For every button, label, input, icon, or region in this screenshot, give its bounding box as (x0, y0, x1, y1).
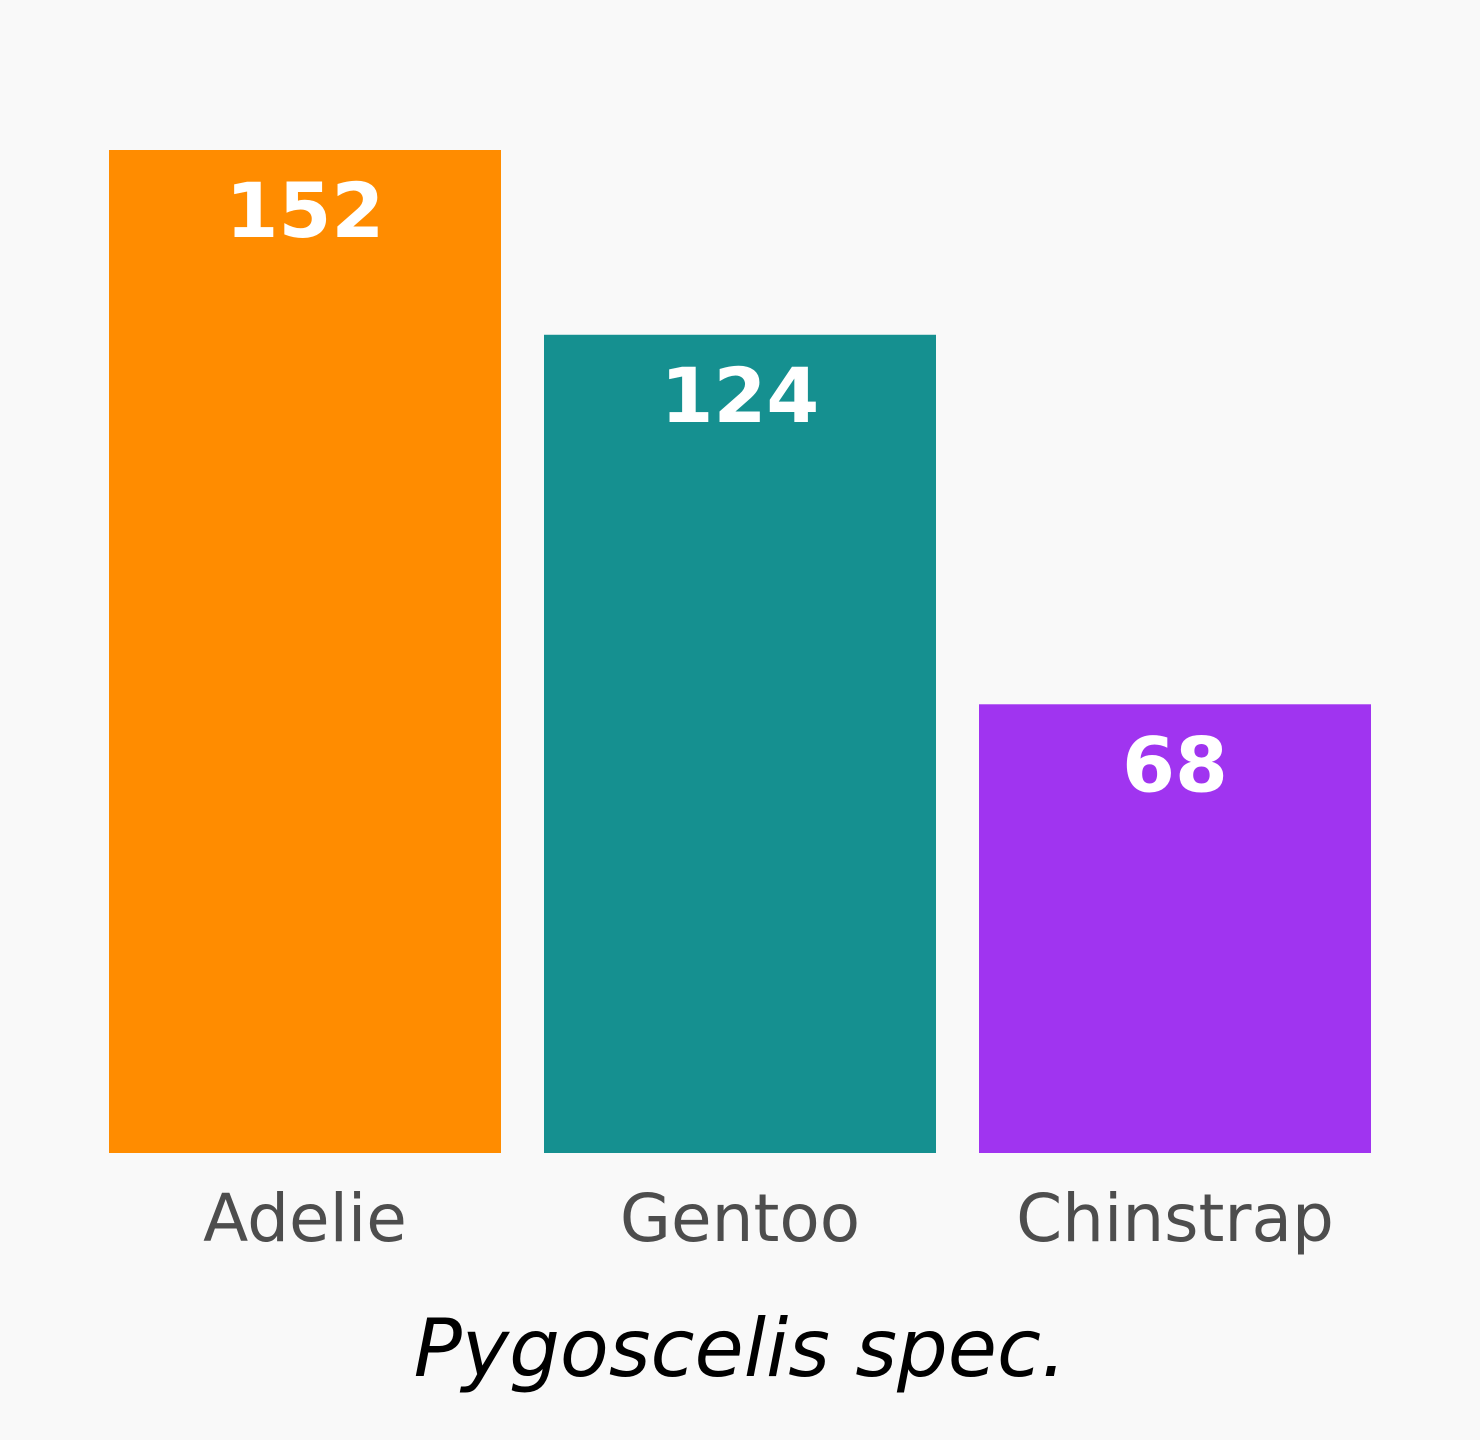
bar-gentoo (544, 334, 936, 1153)
labels-layer: 152 Adelie 124 Gentoo 68 Chinstrap (203, 166, 1334, 1257)
x-axis-title: Pygoscelis spec. (414, 1302, 1067, 1395)
bar-chinstrap (979, 704, 1371, 1153)
category-label-gentoo: Gentoo (620, 1180, 860, 1257)
category-label-chinstrap: Chinstrap (1016, 1180, 1334, 1257)
bar-value-label-chinstrap: 68 (1122, 720, 1228, 809)
bar-value-label-gentoo: 124 (661, 351, 820, 440)
bars-layer (109, 150, 1371, 1153)
bar-adelie (109, 150, 501, 1153)
bar-value-label-adelie: 152 (226, 166, 385, 255)
category-label-adelie: Adelie (203, 1180, 407, 1257)
